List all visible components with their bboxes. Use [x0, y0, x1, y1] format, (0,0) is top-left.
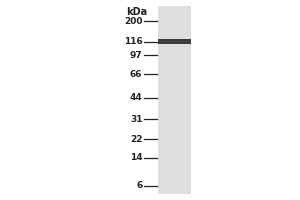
- Bar: [158, 6, 190, 194]
- Text: 31: 31: [130, 115, 142, 124]
- Text: 116: 116: [124, 37, 142, 46]
- Bar: [158, 41, 190, 42]
- Bar: [159, 6, 189, 194]
- Text: 6: 6: [136, 181, 142, 190]
- Bar: [160, 6, 188, 194]
- Text: 14: 14: [130, 154, 142, 162]
- Text: 66: 66: [130, 70, 142, 79]
- Text: 200: 200: [124, 17, 142, 25]
- Text: kDa: kDa: [126, 7, 147, 17]
- Bar: [158, 6, 190, 194]
- Text: 97: 97: [130, 51, 142, 60]
- Bar: [161, 6, 187, 194]
- Bar: [158, 39, 190, 44]
- Bar: [158, 6, 190, 194]
- Text: 44: 44: [130, 94, 142, 102]
- Text: 22: 22: [130, 134, 142, 144]
